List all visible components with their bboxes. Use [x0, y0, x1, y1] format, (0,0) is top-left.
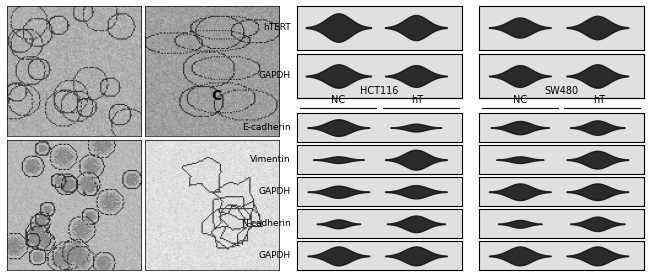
Text: hT: hT — [411, 95, 424, 105]
Text: Vimentin: Vimentin — [250, 155, 291, 164]
Text: GAPDH: GAPDH — [259, 187, 291, 196]
Text: N-cadherin: N-cadherin — [240, 219, 291, 228]
Text: GAPDH: GAPDH — [259, 251, 291, 260]
Text: NC: NC — [513, 95, 527, 105]
Text: hT: hT — [593, 95, 605, 105]
Text: C: C — [211, 89, 222, 103]
Text: SW480: SW480 — [544, 86, 578, 96]
Text: E-cadherin: E-cadherin — [242, 123, 291, 132]
Text: HCT116: HCT116 — [361, 86, 399, 96]
Text: NC: NC — [332, 95, 345, 105]
Text: hTERT: hTERT — [263, 23, 291, 32]
Text: GAPDH: GAPDH — [259, 71, 291, 81]
